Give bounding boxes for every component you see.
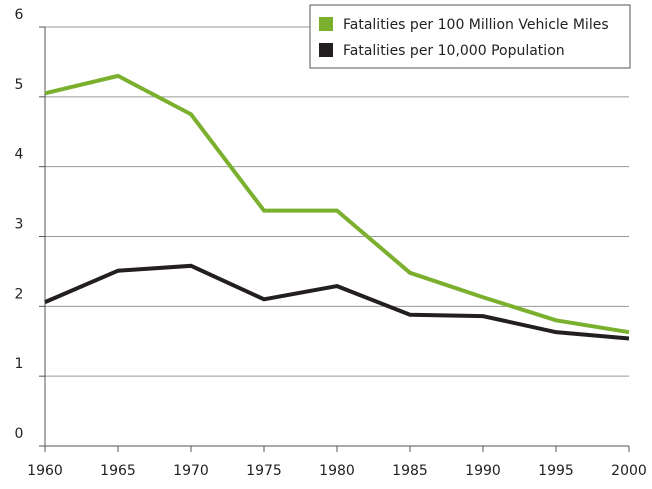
y-tick-label: 4 [15,147,24,163]
y-tick-label: 2 [15,286,24,302]
legend-swatch [319,17,333,31]
x-tick-label: 1990 [465,463,501,479]
x-tick-label: 2000 [611,463,647,479]
legend-label: Fatalities per 100 Million Vehicle Miles [343,17,609,33]
series-line [44,73,630,335]
x-tick-label: 1975 [246,463,282,479]
legend-label: Fatalities per 10,000 Population [343,43,565,59]
x-tick-label: 1995 [538,463,574,479]
y-tick-label: 1 [15,356,24,372]
y-tick-label: 0 [15,426,24,442]
legend-swatch [319,43,333,57]
x-tick-label: 1985 [392,463,428,479]
legend-box [309,4,631,69]
x-tick-label: 1970 [173,463,209,479]
x-tick-label: 1960 [27,463,63,479]
y-tick-label: 3 [15,217,24,233]
y-tick-label: 6 [15,7,24,23]
y-tick-label: 5 [15,77,24,93]
series-line [44,263,630,341]
x-tick-label: 1965 [100,463,136,479]
x-tick-label: 1980 [319,463,355,479]
